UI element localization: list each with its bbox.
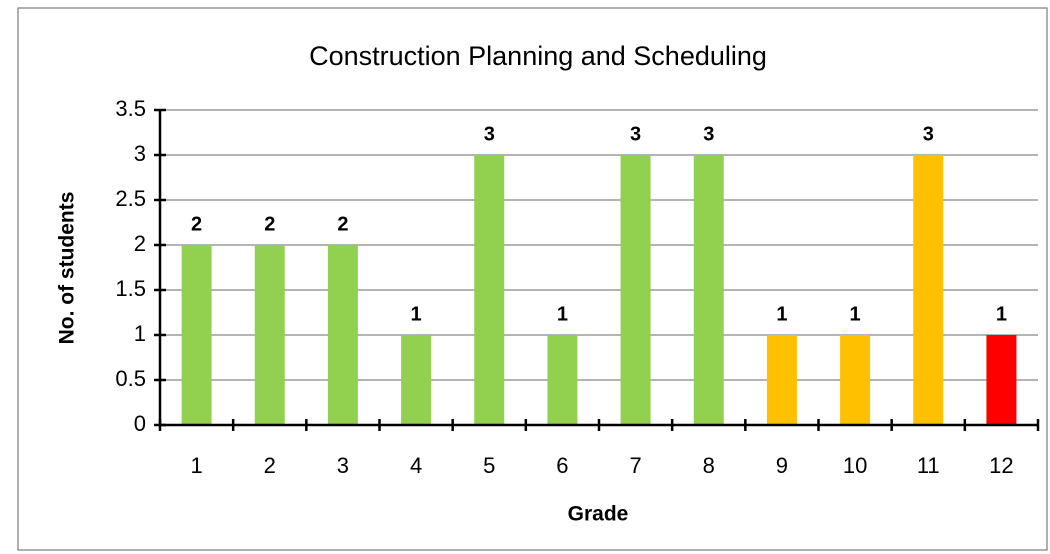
value-label: 3	[484, 123, 495, 145]
bar	[840, 335, 871, 425]
bar	[254, 245, 285, 425]
value-label: 1	[850, 303, 861, 325]
value-label: 1	[557, 303, 568, 325]
chart-frame	[17, 7, 1048, 551]
y-tick-label: 3	[134, 141, 146, 166]
x-tick-label: 8	[703, 453, 715, 478]
x-tick-label: 5	[483, 453, 495, 478]
bar	[620, 155, 651, 425]
y-tick-label: 0.5	[115, 366, 146, 391]
y-tick-label: 3.5	[115, 96, 146, 121]
y-tick-label: 1	[134, 321, 146, 346]
x-axis-label: Grade	[568, 503, 629, 526]
y-tick-label: 2.5	[115, 186, 146, 211]
bar	[401, 335, 432, 425]
value-label: 1	[996, 303, 1007, 325]
value-label: 3	[703, 123, 714, 145]
value-label: 2	[337, 213, 348, 235]
bar	[766, 335, 797, 425]
value-label: 3	[630, 123, 641, 145]
y-tick-label: 2	[134, 231, 146, 256]
x-tick-label: 10	[843, 453, 867, 478]
value-label: 3	[923, 123, 934, 145]
y-tick-label: 0	[134, 411, 146, 436]
bar	[693, 155, 724, 425]
value-label: 1	[776, 303, 787, 325]
x-tick-label: 3	[337, 453, 349, 478]
bar	[181, 245, 212, 425]
y-axis-label: No. of students	[56, 192, 79, 345]
x-tick-label: 12	[989, 453, 1013, 478]
chart-title: Construction Planning and Scheduling	[309, 41, 767, 71]
value-label: 1	[411, 303, 422, 325]
x-tick-label: 1	[190, 453, 202, 478]
bar	[986, 335, 1017, 425]
bar	[913, 155, 944, 425]
x-tick-label: 9	[776, 453, 788, 478]
bar	[474, 155, 505, 425]
x-tick-label: 7	[629, 453, 641, 478]
value-label: 2	[264, 213, 275, 235]
bar	[327, 245, 358, 425]
y-tick-label: 1.5	[115, 276, 146, 301]
bar	[547, 335, 578, 425]
x-tick-label: 4	[410, 453, 422, 478]
value-label: 2	[191, 213, 202, 235]
x-tick-label: 11	[917, 453, 940, 478]
x-tick-label: 6	[556, 453, 568, 478]
x-tick-label: 2	[264, 453, 276, 478]
